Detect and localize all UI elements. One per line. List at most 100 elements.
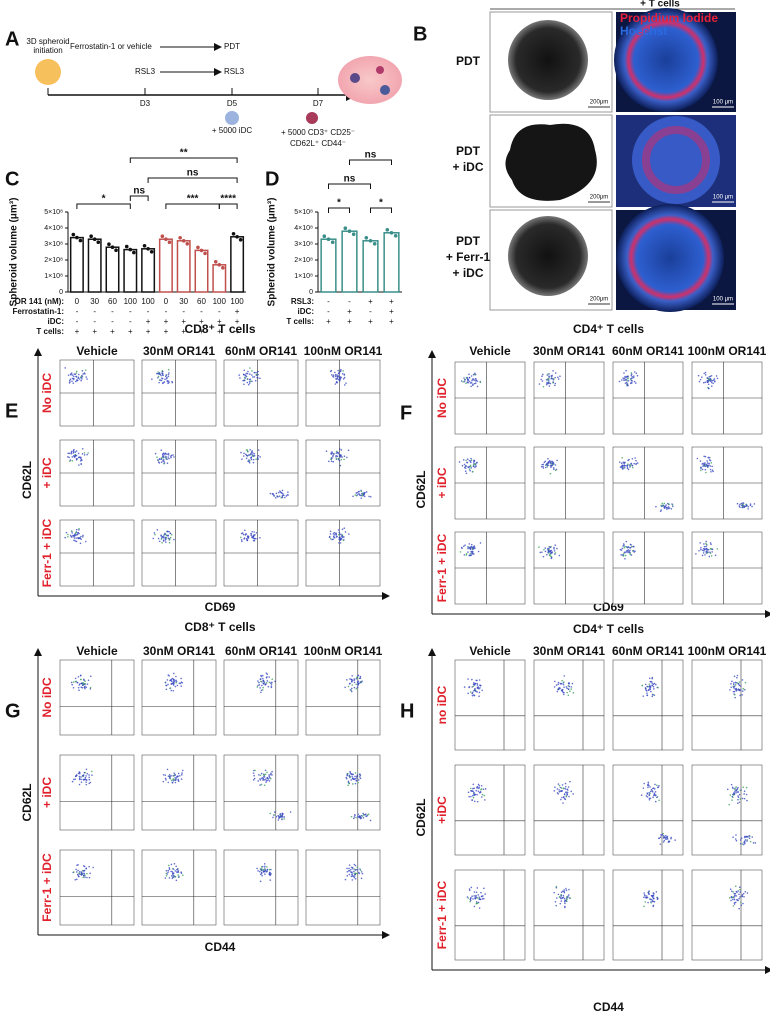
event xyxy=(257,454,260,457)
idc-icon xyxy=(225,111,239,125)
row-label: + iDC xyxy=(40,457,54,488)
event xyxy=(340,376,342,379)
event xyxy=(481,793,484,796)
event xyxy=(166,380,169,383)
event xyxy=(565,791,567,794)
event xyxy=(662,504,665,507)
event xyxy=(705,551,707,553)
event xyxy=(262,773,265,776)
table-cell: - xyxy=(327,307,330,316)
event xyxy=(264,683,267,685)
event xyxy=(355,683,357,686)
table-cell: - xyxy=(327,297,330,306)
table-cell: + xyxy=(181,327,186,336)
event xyxy=(648,794,651,797)
event xyxy=(647,901,649,904)
event xyxy=(472,787,474,790)
event xyxy=(659,843,662,845)
flow-plot xyxy=(454,869,526,961)
event xyxy=(550,377,552,380)
event xyxy=(701,463,704,465)
event xyxy=(695,553,697,555)
event xyxy=(164,453,166,456)
event xyxy=(738,681,741,683)
event xyxy=(652,685,655,688)
event xyxy=(477,787,480,790)
event xyxy=(332,455,334,458)
event xyxy=(642,787,645,789)
event xyxy=(165,374,168,376)
event xyxy=(243,369,246,372)
event xyxy=(643,896,645,899)
event xyxy=(253,376,256,378)
event xyxy=(743,790,746,793)
event xyxy=(557,376,559,379)
event xyxy=(554,382,557,385)
event xyxy=(279,813,281,816)
event xyxy=(622,555,625,557)
event xyxy=(258,773,260,776)
event xyxy=(167,380,170,383)
event xyxy=(327,460,330,463)
event xyxy=(248,459,251,462)
event xyxy=(709,468,712,471)
event xyxy=(546,378,549,381)
header: + T cells xyxy=(640,0,680,10)
event xyxy=(82,778,85,781)
event xyxy=(251,374,253,376)
event xyxy=(557,688,559,691)
event xyxy=(167,674,170,676)
event xyxy=(664,837,666,839)
event xyxy=(709,547,712,550)
event xyxy=(552,467,555,469)
event xyxy=(620,462,623,465)
point xyxy=(199,248,204,253)
event xyxy=(82,534,84,537)
event xyxy=(471,470,474,473)
event xyxy=(348,683,351,685)
event xyxy=(266,680,269,682)
event xyxy=(730,683,732,685)
event xyxy=(82,876,85,879)
event xyxy=(279,816,281,819)
event xyxy=(264,778,267,780)
event xyxy=(554,464,557,466)
event xyxy=(357,781,359,784)
table-row-label: OR 141 (nM): xyxy=(15,297,64,306)
y-tick-label: 5×10⁸ xyxy=(294,209,313,216)
event xyxy=(74,677,77,680)
event xyxy=(475,789,478,792)
event xyxy=(651,900,654,903)
event xyxy=(473,905,476,908)
event xyxy=(252,452,254,454)
event xyxy=(330,453,333,455)
event xyxy=(554,372,557,374)
event xyxy=(739,503,741,506)
point xyxy=(149,250,154,254)
event xyxy=(172,779,175,782)
event xyxy=(246,539,248,541)
event xyxy=(634,457,636,459)
event xyxy=(469,900,471,903)
event xyxy=(76,681,79,684)
table-cell: 0 xyxy=(164,297,169,306)
event xyxy=(351,879,354,881)
event xyxy=(253,452,256,455)
event xyxy=(346,875,349,877)
event xyxy=(359,869,362,872)
event xyxy=(83,869,85,872)
point xyxy=(372,242,377,246)
bar xyxy=(383,232,400,293)
event xyxy=(735,790,738,792)
event xyxy=(160,374,162,377)
bar xyxy=(123,248,138,293)
event xyxy=(711,465,713,468)
event xyxy=(563,900,566,903)
event xyxy=(630,462,633,465)
event xyxy=(540,465,543,468)
event xyxy=(252,537,254,539)
event xyxy=(734,790,736,793)
event xyxy=(700,547,702,549)
event xyxy=(715,375,718,377)
